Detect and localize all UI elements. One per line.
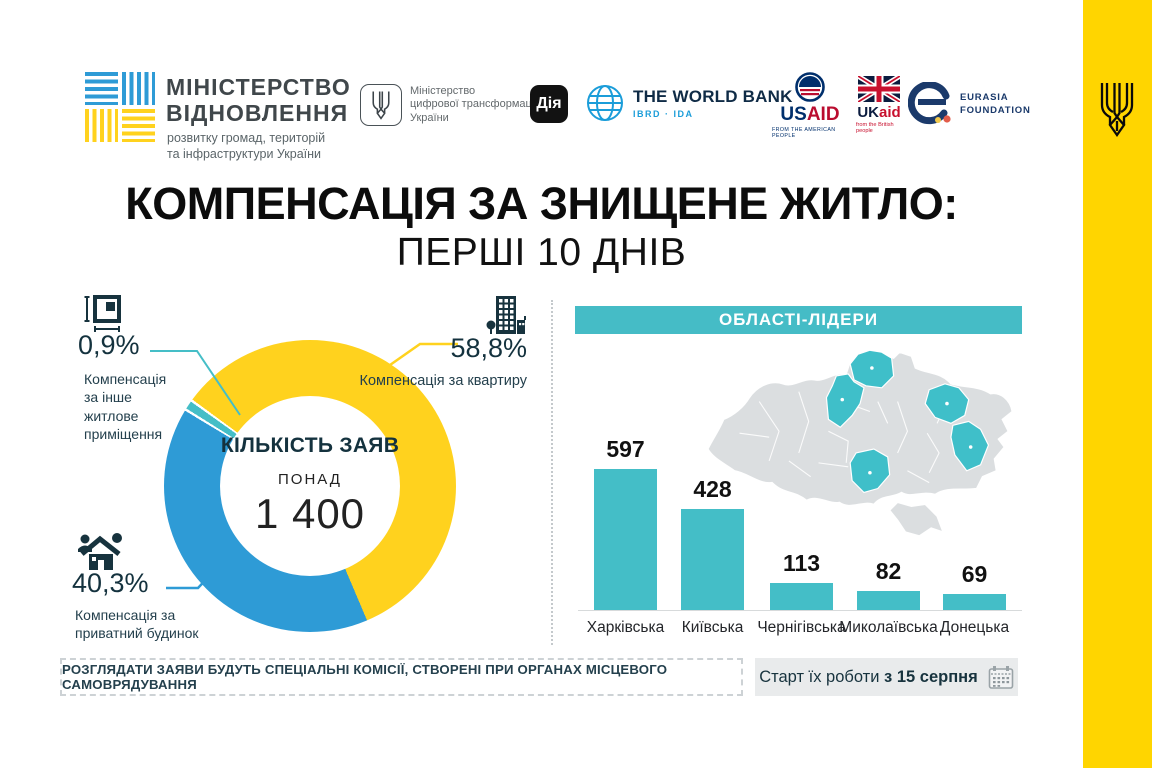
callout-house-desc: Компенсація за приватний будинок (75, 607, 199, 642)
bar-group: 597 Харківська (587, 436, 664, 636)
room-plan-icon (84, 295, 121, 332)
donut-center-value: 1 400 (254, 490, 366, 537)
bar-group: 82 Миколаївська (839, 558, 937, 636)
regions-bar-chart: 597 Харківська 428 Київська 113 Чернігівська 8… (578, 300, 1025, 636)
ministry-name: МІНІСТЕРСТВО ВІДНОВЛЕННЯ (166, 74, 351, 126)
map-region-borders (739, 391, 948, 484)
calendar-icon (988, 665, 1014, 689)
start-date-box: Старт їх роботи з 15 серпня (755, 658, 1018, 696)
ukraine-map (707, 349, 1013, 537)
world-bank-sub: IBRD · IDA (633, 109, 694, 119)
globe-icon (587, 85, 623, 121)
small-trident-icon (360, 84, 402, 126)
ukaid-sub: from the British people (856, 122, 894, 134)
logo-quadrant (122, 109, 155, 142)
usaid-logo: USAID FROM THE AMERICAN PEOPLE (772, 72, 848, 139)
eurasia-line1: EURASIA (960, 92, 1009, 103)
map-city-dots (840, 366, 973, 475)
world-bank-name: THE WORLD BANK (633, 87, 793, 106)
start-prefix: Старт їх роботи (759, 667, 880, 686)
regions-banner-label: ОБЛАСТІ-ЛІДЕРИ (718, 310, 879, 329)
yellow-stripe (1083, 0, 1152, 768)
regions-banner: ОБЛАСТІ-ЛІДЕРИ (575, 306, 1022, 334)
bar-label: Миколаївська (839, 619, 938, 636)
bar-label: Донецька (939, 619, 1010, 636)
ukaid-logo: UKaid from the British people (856, 76, 902, 134)
union-jack-icon (858, 76, 900, 102)
bar-rect (594, 469, 657, 610)
donut-center-pre: ПОНАД (278, 471, 342, 488)
private-house-icon (78, 533, 122, 570)
diia-logo: Дія (530, 85, 568, 123)
callout-apartment: 58,8% Компенсація за квартиру (357, 333, 527, 391)
bar-value: 428 (693, 476, 732, 502)
bar-rect (681, 509, 744, 610)
callout-other: 0,9% Компенсація за інше житлове приміще… (78, 330, 182, 444)
digital-ministry-logo: Міністерство цифрової трансформації Укра… (360, 84, 537, 126)
eurasia-foundation-logo: EURASIA FOUNDATION (908, 82, 1031, 126)
ministry-logo-icon (85, 72, 155, 142)
eurasia-e-icon (908, 82, 951, 125)
logo-quadrant (85, 72, 118, 105)
world-bank-logo: THE WORLD BANK IBRD · IDA (585, 83, 793, 123)
eurasia-line2: FOUNDATION (960, 105, 1031, 116)
ukaid-aid: aid (878, 104, 901, 121)
callout-other-desc: Компенсація за інше житлове приміщення (84, 371, 167, 443)
donut-center: КІЛЬКІСТЬ ЗАЯВ ПОНАД 1 400 (220, 396, 400, 576)
donut-center-title: КІЛЬКІСТЬ ЗАЯВ (220, 434, 400, 457)
ukaid-uk: UK (857, 104, 879, 121)
bar-rect (770, 583, 833, 610)
logo-quadrant (122, 72, 155, 105)
callout-apartment-desc: Компенсація за квартиру (359, 373, 527, 389)
usaid-sub: FROM THE AMERICAN PEOPLE (772, 127, 836, 139)
bar-group: 428 Київська (681, 476, 744, 636)
map-crimea-shape (888, 501, 945, 537)
footer-notice: РОЗГЛЯДАТИ ЗАЯВИ БУДУТЬ СПЕЦІАЛЬНІ КОМІС… (60, 658, 743, 696)
bar-value: 69 (961, 561, 988, 587)
bar-label: Київська (681, 619, 744, 636)
bar-label: Чернігівська (757, 619, 846, 636)
bar-group: 69 Донецька (940, 561, 1009, 636)
page-subtitle: ПЕРШІ 10 ДНІВ (396, 231, 687, 274)
usaid-us: US (780, 104, 807, 125)
page-title: КОМПЕНСАЦІЯ ЗА ЗНИЩЕНЕ ЖИТЛО: (125, 178, 958, 229)
callout-other-pct: 0,9% (78, 330, 140, 360)
bar-label: Харківська (586, 619, 665, 636)
usaid-aid: AID (806, 104, 840, 125)
bar-value: 113 (782, 550, 821, 576)
bar-value: 82 (875, 558, 902, 584)
bar-rect (943, 594, 1006, 610)
usaid-emblem-icon (795, 72, 825, 102)
start-date-text: Старт їх роботи з 15 серпня (759, 668, 978, 687)
callout-house-pct: 40,3% (72, 568, 149, 598)
dotted-divider (551, 300, 553, 645)
callout-apartment-pct: 58,8% (450, 333, 527, 363)
bar-chart-baseline (578, 610, 1022, 611)
start-date: з 15 серпня (884, 667, 978, 686)
bar-rect (857, 591, 920, 610)
footer-notice-text: РОЗГЛЯДАТИ ЗАЯВИ БУДУТЬ СПЕЦІАЛЬНІ КОМІС… (62, 662, 668, 692)
bar-group: 113 Чернігівська (757, 550, 845, 636)
logo-quadrant (85, 109, 118, 142)
bar-value: 597 (606, 436, 645, 462)
digital-ministry-label: Міністерство цифрової трансформації Укра… (410, 84, 538, 124)
diia-label: Дія (536, 95, 562, 112)
callout-house: 40,3% Компенсація за приватний будинок (72, 568, 225, 643)
apartment-building-icon (486, 296, 526, 334)
ministry-subtitle: розвитку громад, територій та інфраструкт… (167, 131, 326, 161)
trident-icon (1100, 83, 1134, 138)
